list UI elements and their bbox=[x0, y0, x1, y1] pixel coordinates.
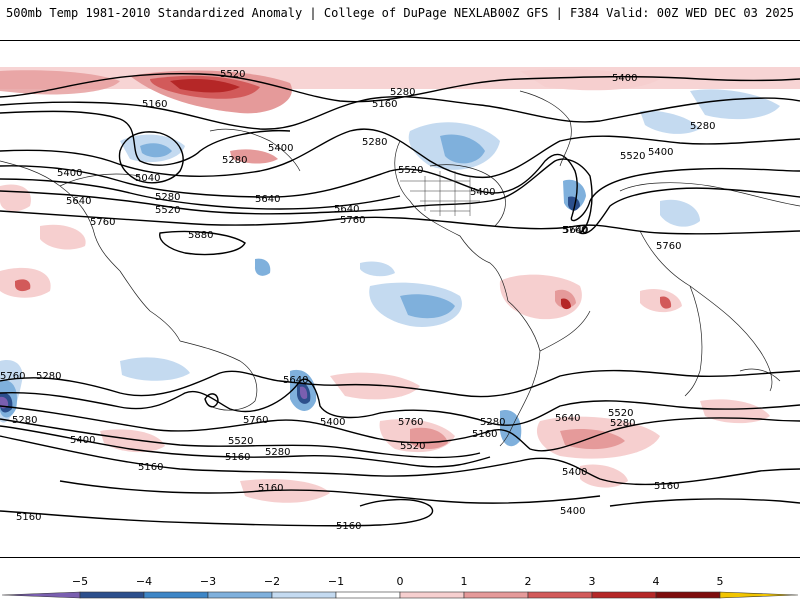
colorbar-tick-label: 0 bbox=[397, 575, 404, 588]
contour-label: 5640 bbox=[555, 413, 580, 424]
colorbar-tick-label: 2 bbox=[525, 575, 532, 588]
contour-label: 5280 bbox=[390, 87, 415, 98]
contour-label: 5400 bbox=[470, 187, 495, 198]
contour-label: 5280 bbox=[222, 155, 247, 166]
colorbar-segment bbox=[207, 591, 273, 599]
anomaly-shading bbox=[0, 67, 800, 503]
contour-label: 5400 bbox=[57, 168, 82, 179]
colorbar-segment bbox=[591, 591, 657, 599]
contour-label: 5640 bbox=[334, 204, 359, 215]
contour-label: 5400 bbox=[612, 73, 637, 84]
anomaly-colorbar: −5 −4 −3 −2 −1 0 1 2 3 4 5 bbox=[1, 575, 799, 599]
contour-label: 5160 bbox=[16, 512, 41, 523]
contour-label: 5760 bbox=[340, 215, 365, 226]
contour-label: 5400 bbox=[320, 417, 345, 428]
coastlines bbox=[0, 90, 800, 447]
contour-label: 5760 bbox=[0, 371, 25, 382]
colorbar-segment bbox=[463, 591, 529, 599]
contour-label: 5280 bbox=[12, 415, 37, 426]
contour-label: 5160 bbox=[258, 483, 283, 494]
contour-label: 5400 bbox=[268, 143, 293, 154]
contour-label: 5400 bbox=[562, 467, 587, 478]
contour-label: 5760 bbox=[243, 415, 268, 426]
contour-label: 5520 bbox=[228, 436, 253, 447]
contour-label: 5160 bbox=[472, 429, 497, 440]
contour-label: 5280 bbox=[610, 418, 635, 429]
contour-label: 5520 bbox=[608, 408, 633, 419]
colorbar-segment bbox=[271, 591, 337, 599]
contour-label: 5880 bbox=[188, 230, 213, 241]
colorbar-tick-label: 1 bbox=[461, 575, 468, 588]
colorbar-tick-label: 5 bbox=[717, 575, 724, 588]
contour-label: 5280 bbox=[690, 121, 715, 132]
model-run-info: 00Z GFS | F384 Valid: 00Z WED DEC 03 202… bbox=[497, 6, 794, 20]
contour-label: 5760 bbox=[90, 217, 115, 228]
colorbar-tick-label: 3 bbox=[589, 575, 596, 588]
colorbar-segment bbox=[655, 591, 721, 599]
contour-label: 5520 bbox=[400, 441, 425, 452]
contour-label: 5640 bbox=[255, 194, 280, 205]
contour-label: 5280 bbox=[36, 371, 61, 382]
contour-label: 5160 bbox=[142, 99, 167, 110]
anomaly-map: 5520 5400 5280 5160 5160 5280 5520 5400 … bbox=[0, 40, 800, 558]
contour-label: 5640 bbox=[283, 375, 308, 386]
colorbar-segments bbox=[1, 591, 799, 599]
contour-label: 5160 bbox=[225, 452, 250, 463]
contour-label: 5040 bbox=[135, 173, 160, 184]
contour-label: 5400 bbox=[70, 435, 95, 446]
contour-label: 5520 bbox=[155, 205, 180, 216]
map-title: 500mb Temp 1981-2010 Standardized Anomal… bbox=[6, 6, 498, 20]
contour-label: 5160 bbox=[336, 521, 361, 532]
colorbar-tick-label: −3 bbox=[200, 575, 216, 588]
contour-label: 5280 bbox=[265, 447, 290, 458]
contour-label: 5520 bbox=[220, 69, 245, 80]
contour-label: 5160 bbox=[372, 99, 397, 110]
contour-label: 5760 bbox=[398, 417, 423, 428]
contour-label: 5760 bbox=[656, 241, 681, 252]
contour-labels: 5520 5400 5280 5160 5160 5280 5520 5400 … bbox=[0, 69, 715, 532]
colorbar-tick-labels: −5 −4 −3 −2 −1 0 1 2 3 4 5 bbox=[72, 575, 724, 588]
colorbar-segment bbox=[527, 591, 593, 599]
contour-label: 5400 bbox=[648, 147, 673, 158]
contour-label: 5280 bbox=[480, 417, 505, 428]
political-borders bbox=[400, 171, 480, 216]
colorbar-segment bbox=[143, 591, 209, 599]
contour-label: 5640 bbox=[66, 196, 91, 207]
contour-label: 5280 bbox=[362, 137, 387, 148]
colorbar-segment bbox=[399, 591, 465, 599]
contour-label: 5640 bbox=[563, 225, 588, 236]
colorbar-segment bbox=[1, 591, 81, 599]
contour-label: 5160 bbox=[654, 481, 679, 492]
contour-label: 5520 bbox=[398, 165, 423, 176]
contour-label: 5760 bbox=[562, 225, 587, 236]
contour-label: 5400 bbox=[560, 506, 585, 517]
colorbar-tick-label: −2 bbox=[264, 575, 280, 588]
colorbar-segment bbox=[719, 591, 799, 599]
colorbar-segment bbox=[79, 591, 145, 599]
colorbar-tick-label: −1 bbox=[328, 575, 344, 588]
colorbar-segment bbox=[335, 591, 401, 599]
colorbar-tick-label: 4 bbox=[653, 575, 660, 588]
contour-label: 5520 bbox=[620, 151, 645, 162]
colorbar-tick-label: −4 bbox=[136, 575, 152, 588]
height-contours bbox=[0, 73, 800, 527]
contour-label: 5160 bbox=[138, 462, 163, 473]
contour-label: 5280 bbox=[155, 192, 180, 203]
map-canvas: 5520 5400 5280 5160 5160 5280 5520 5400 … bbox=[0, 67, 800, 532]
colorbar-tick-label: −5 bbox=[72, 575, 88, 588]
